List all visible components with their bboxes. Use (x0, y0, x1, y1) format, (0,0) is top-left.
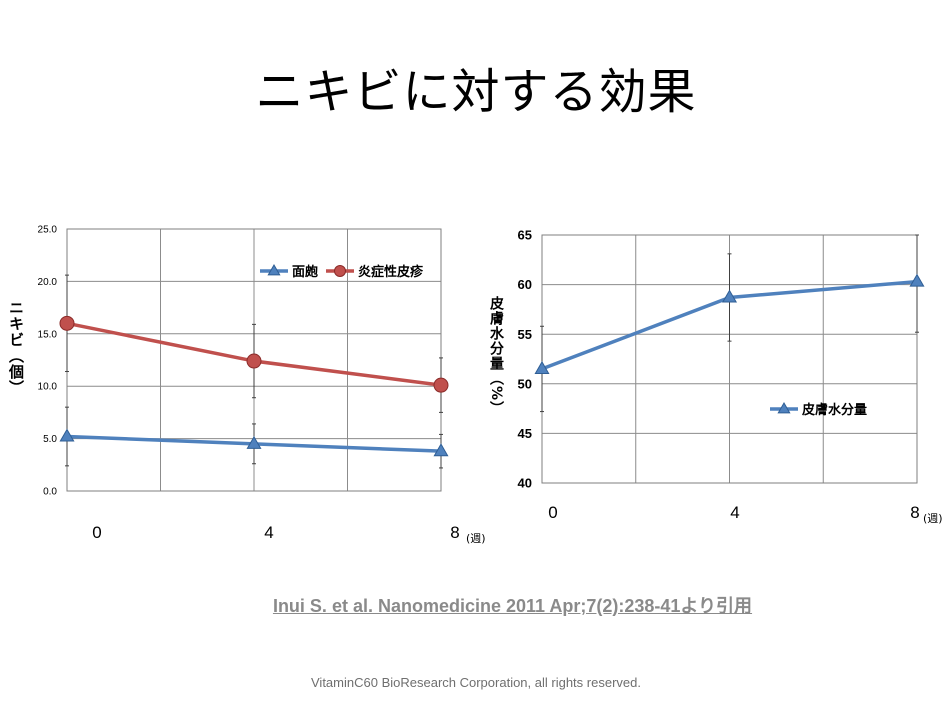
legend-entry: 炎症性皮疹 (326, 264, 424, 280)
legend-label: 皮膚水分量 (801, 402, 867, 418)
legend-marker (267, 263, 281, 276)
data-point (433, 377, 449, 393)
series-0 (59, 406, 449, 469)
y-tick-label: 10.0 (38, 382, 58, 393)
y-tick-label: 40 (518, 476, 532, 491)
series-1 (59, 274, 449, 413)
legend-label: 炎症性皮疹 (358, 264, 424, 280)
y-axis-label: ニキビ（個） (7, 300, 25, 396)
y-tick-label: 0.0 (43, 487, 57, 498)
x-unit-label: (週) (466, 532, 486, 545)
y-tick-label: 15.0 (38, 329, 58, 340)
legend-marker (334, 265, 346, 277)
legend-entry: 皮膚水分量 (770, 401, 867, 418)
skin-moisture-chart: 40 45 50 55 60 65 0 4 8 (週) 皮膚水分量（%） 皮膚水分量 (488, 228, 943, 525)
data-point (59, 428, 75, 442)
data-point (246, 353, 262, 369)
x-tick-label: 4 (264, 523, 273, 542)
data-point (534, 360, 550, 374)
y-tick-label: 25.0 (38, 225, 58, 236)
series-0 (534, 234, 925, 413)
data-point (433, 443, 449, 457)
x-tick-label: 0 (92, 523, 101, 542)
y-tick-label: 45 (518, 426, 532, 441)
data-point (721, 289, 738, 303)
y-tick-label: 65 (518, 228, 532, 243)
x-tick-label: 0 (548, 503, 557, 522)
data-point (59, 315, 75, 331)
y-tick-label: 50 (518, 376, 532, 391)
copyright-footer: VitaminC60 BioResearch Corporation, all … (311, 675, 641, 690)
data-point (909, 273, 925, 287)
x-tick-label: 8 (450, 523, 459, 542)
y-tick-label: 5.0 (43, 434, 57, 445)
y-tick-label: 20.0 (38, 277, 58, 288)
y-axis-label: 皮膚水分量（%） (488, 295, 505, 416)
x-unit-label: (週) (923, 512, 943, 525)
y-tick-label: 60 (518, 277, 532, 292)
slide-title: ニキビに対する効果 (255, 64, 697, 120)
legend-label: 面皰 (292, 264, 318, 280)
x-tick-label: 4 (730, 503, 739, 522)
data-point (246, 435, 262, 449)
acne-count-chart: 0.0 5.0 10.0 15.0 20.0 25.0 0 4 8 (週) ニキビ（個） 面皰 炎症性皮… (7, 225, 486, 546)
legend-marker (777, 401, 791, 414)
citation-link[interactable]: Inui S. et al. Nanomedicine 2011 Apr;7(2… (272, 596, 753, 616)
legend-entry: 面皰 (260, 263, 318, 280)
x-tick-label: 8 (910, 503, 919, 522)
y-tick-label: 55 (518, 327, 532, 342)
